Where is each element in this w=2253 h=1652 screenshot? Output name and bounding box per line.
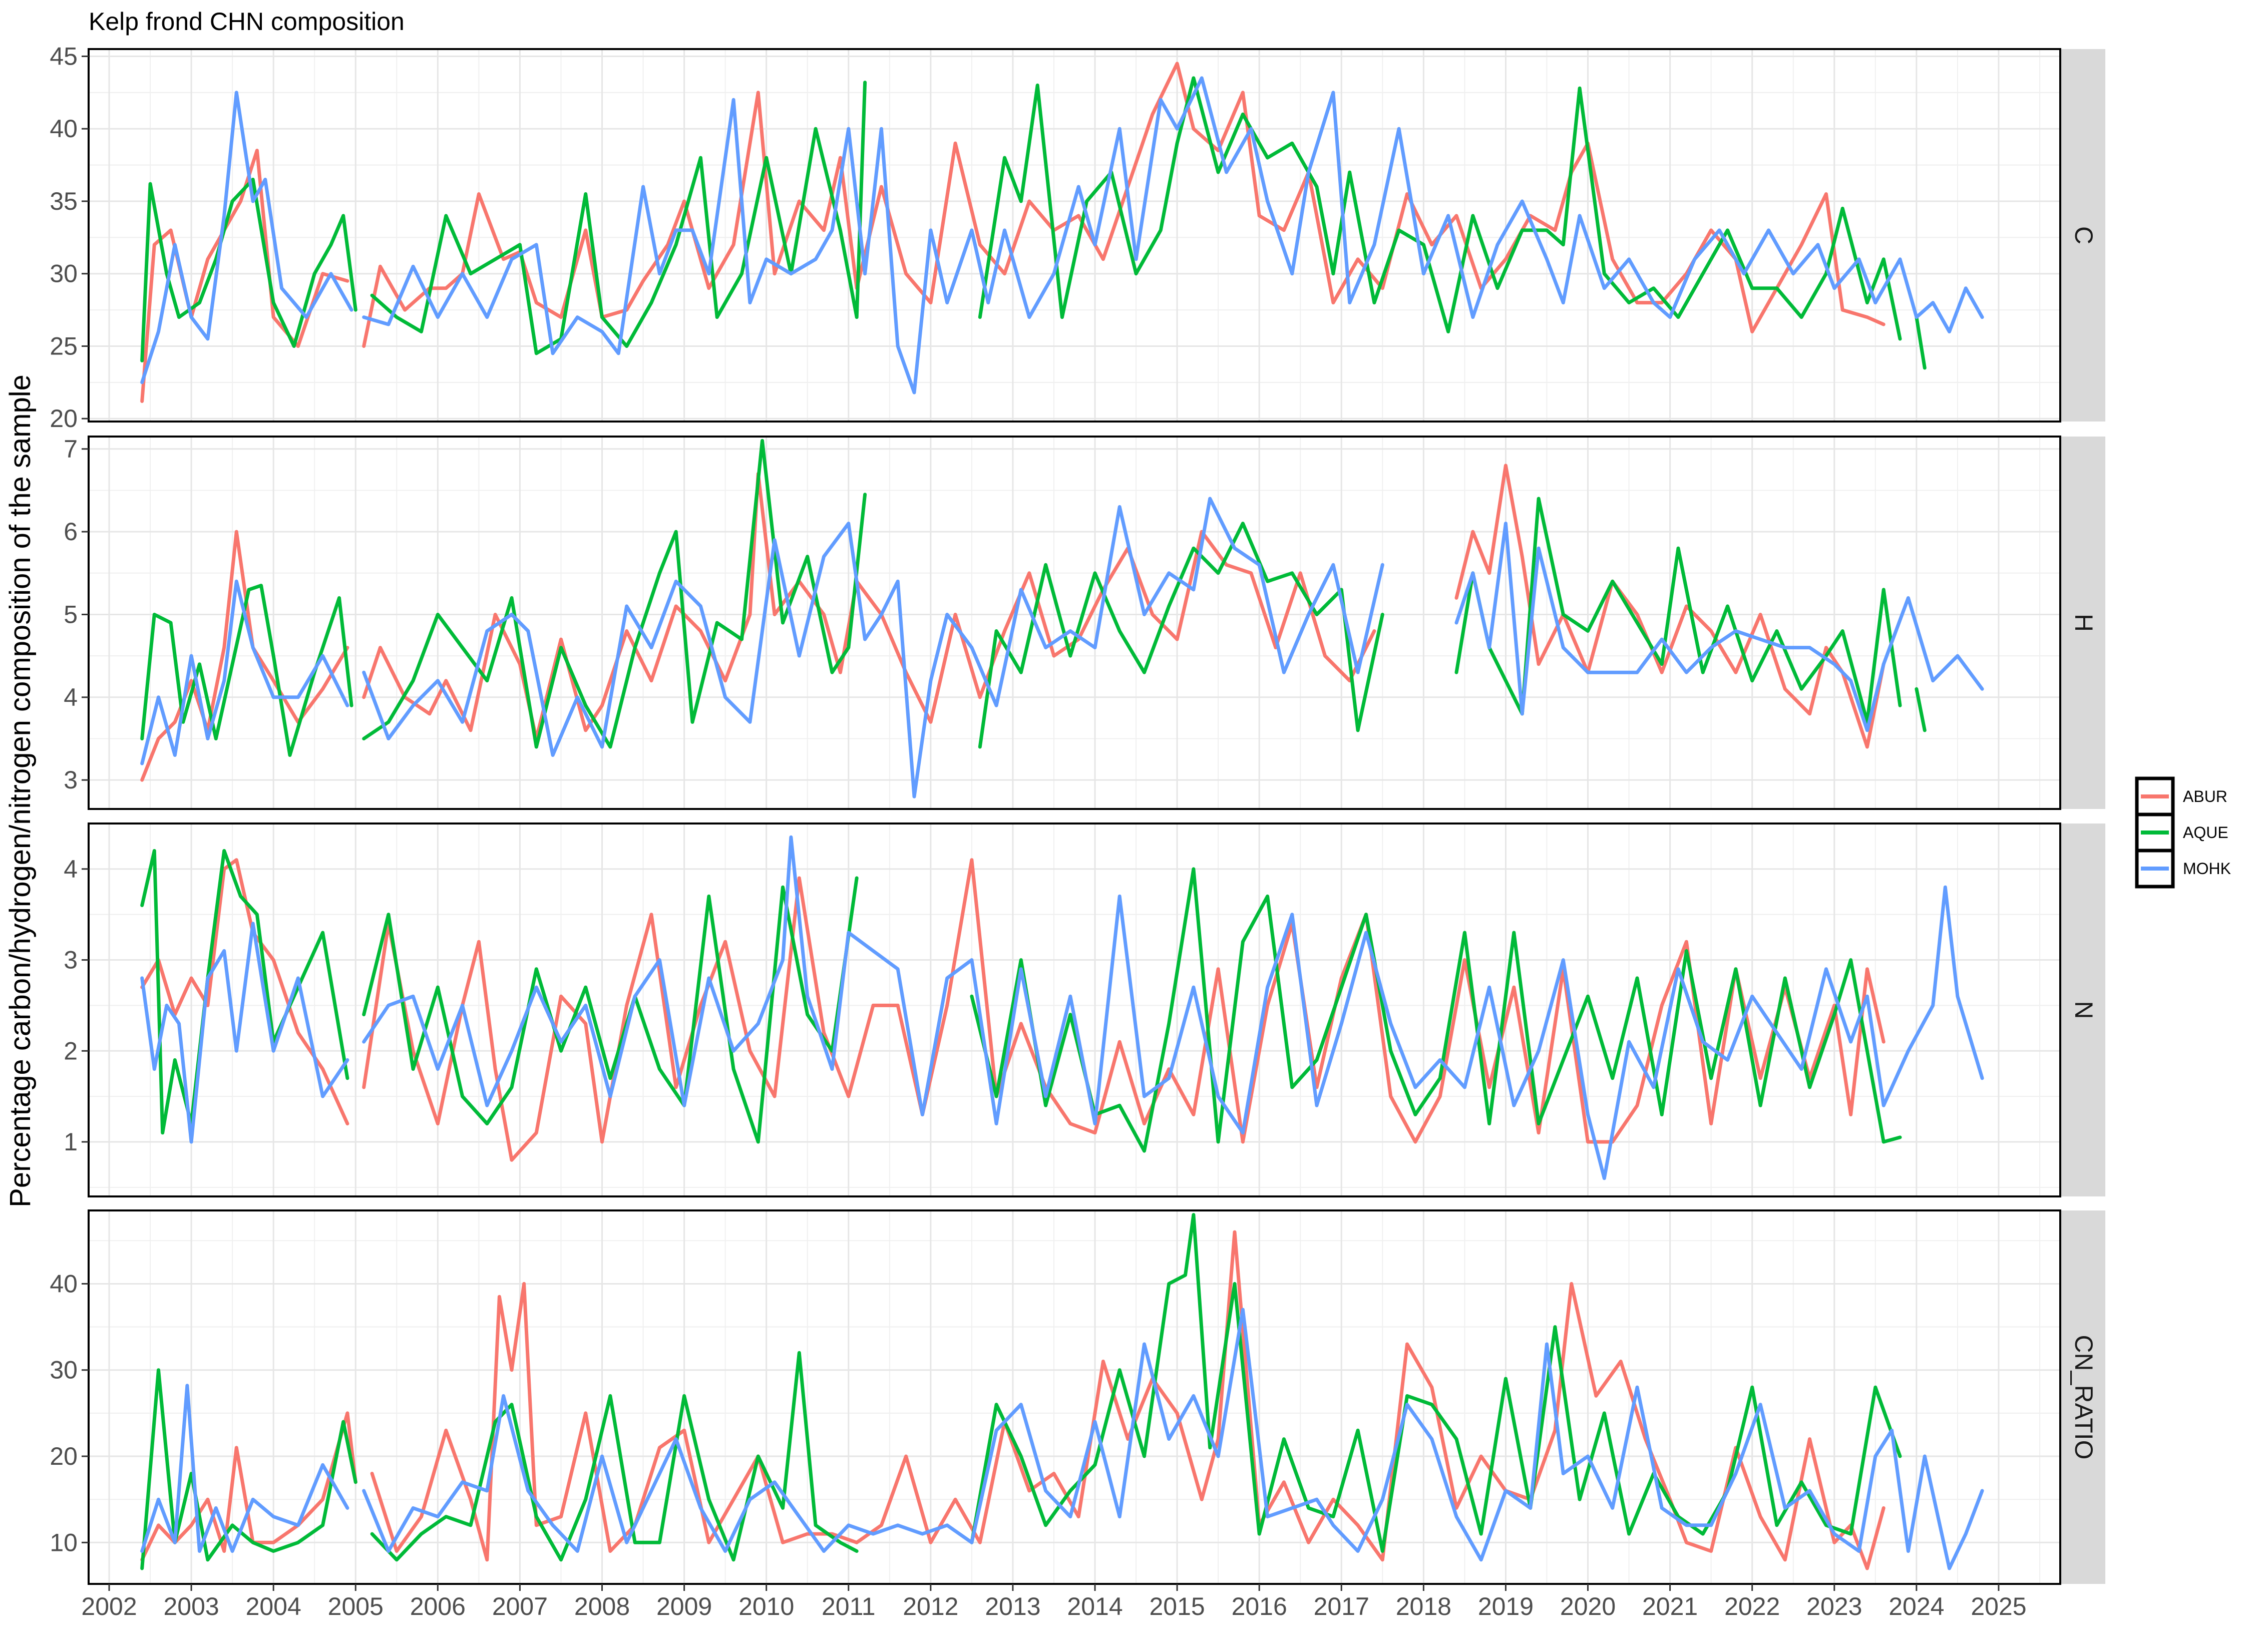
legend-item-mohk: MOHK — [2135, 849, 2231, 889]
x-tick-label: 2020 — [1560, 1592, 1616, 1620]
y-tick-label: 25 — [50, 332, 78, 360]
panel-border — [88, 1209, 2061, 1585]
panel-h: 3 4 5 6 7 H — [64, 435, 2105, 810]
x-tick-label: 2002 — [81, 1592, 137, 1620]
panel-background — [89, 49, 2060, 422]
x-tick-label: 2006 — [410, 1592, 466, 1620]
x-tick-label: 2025 — [1971, 1592, 2026, 1620]
y-tick-label: 4 — [64, 855, 78, 883]
x-tick-label: 2003 — [163, 1592, 219, 1620]
y-tick-label: 30 — [50, 260, 78, 288]
facet-label: H — [2070, 614, 2098, 632]
x-tick-label: 2011 — [822, 1592, 876, 1620]
y-tick-label: 20 — [50, 1442, 78, 1470]
y-tick-label: 40 — [50, 1270, 78, 1298]
x-tick-label: 2012 — [903, 1592, 958, 1620]
facet-strip — [2061, 823, 2105, 1196]
legend-label: MOHK — [2183, 860, 2231, 878]
facet-strip — [2061, 437, 2105, 809]
x-tick-label: 2018 — [1396, 1592, 1451, 1620]
x-tick-label: 2024 — [1889, 1592, 1944, 1620]
series-line-aque — [140, 1213, 1902, 1570]
panel-cn_ratio: 10 20 30 40 CN_RATIO — [50, 1209, 2105, 1585]
series-line-aque — [140, 76, 1927, 370]
panel-border — [88, 822, 2061, 1197]
y-tick-label: 2 — [64, 1037, 78, 1065]
x-tick-label: 2019 — [1478, 1592, 1534, 1620]
facet-label: N — [2070, 1001, 2098, 1019]
x-tick-label: 2009 — [656, 1592, 712, 1620]
x-tick-label: 2017 — [1314, 1592, 1369, 1620]
legend-item-aque: AQUE — [2135, 812, 2228, 853]
series-line-mohk — [140, 76, 1984, 394]
y-tick-label: 40 — [50, 115, 78, 143]
y-tick-label: 6 — [64, 518, 78, 546]
x-tick-label: 2014 — [1067, 1592, 1122, 1620]
series-line-abur — [140, 62, 1886, 403]
panel-c: 20 25 30 35 40 45 C — [50, 42, 2105, 433]
legend: ABUR AQUE MOHK — [2135, 776, 2231, 889]
series-line-mohk — [140, 497, 1984, 798]
y-tick-label: 7 — [64, 435, 78, 463]
x-tick-label: 2021 — [1642, 1592, 1698, 1620]
facet-strip — [2061, 1210, 2105, 1584]
x-tick-label: 2007 — [492, 1592, 548, 1620]
chart-title: Kelp frond CHN composition — [89, 8, 405, 36]
legend-label: ABUR — [2183, 787, 2227, 805]
x-tick-label: 2005 — [328, 1592, 384, 1620]
x-axis: 2002 2003 2004 2005 2006 2007 2008 2009 2010 2011… — [81, 1584, 2027, 1620]
x-tick-label: 2015 — [1149, 1592, 1205, 1620]
x-tick-label: 2013 — [985, 1592, 1040, 1620]
y-tick-label: 3 — [64, 946, 78, 974]
facet-strip — [2061, 49, 2105, 422]
x-tick-label: 2023 — [1806, 1592, 1862, 1620]
panel-background — [89, 1210, 2060, 1584]
x-tick-label: 2022 — [1724, 1592, 1780, 1620]
y-tick-label: 20 — [50, 404, 78, 433]
series-line-mohk — [140, 835, 1984, 1180]
panel-n: 1 2 3 4 N — [64, 822, 2105, 1197]
y-tick-label: 35 — [50, 187, 78, 215]
y-tick-label: 4 — [64, 683, 78, 711]
legend-label: AQUE — [2183, 823, 2228, 842]
facet-label: C — [2070, 226, 2098, 244]
x-tick-label: 2008 — [574, 1592, 630, 1620]
facet-label: CN_RATIO — [2070, 1335, 2098, 1459]
x-tick-label: 2010 — [738, 1592, 794, 1620]
y-tick-label: 45 — [50, 42, 78, 70]
y-axis-label: Percentage carbon/hydrogen/nitrogen comp… — [4, 374, 37, 1207]
y-tick-label: 5 — [64, 600, 78, 628]
x-tick-label: 2016 — [1232, 1592, 1287, 1620]
series-line-mohk — [140, 1308, 1984, 1570]
y-tick-label: 10 — [50, 1528, 78, 1556]
x-tick-label: 2004 — [246, 1592, 301, 1620]
legend-item-abur: ABUR — [2135, 776, 2227, 816]
panel-border — [88, 436, 2061, 810]
panel-border — [88, 48, 2061, 423]
y-tick-label: 3 — [64, 766, 78, 794]
series-line-aque — [140, 439, 1927, 757]
y-tick-label: 30 — [50, 1356, 78, 1384]
y-tick-label: 1 — [64, 1128, 78, 1156]
